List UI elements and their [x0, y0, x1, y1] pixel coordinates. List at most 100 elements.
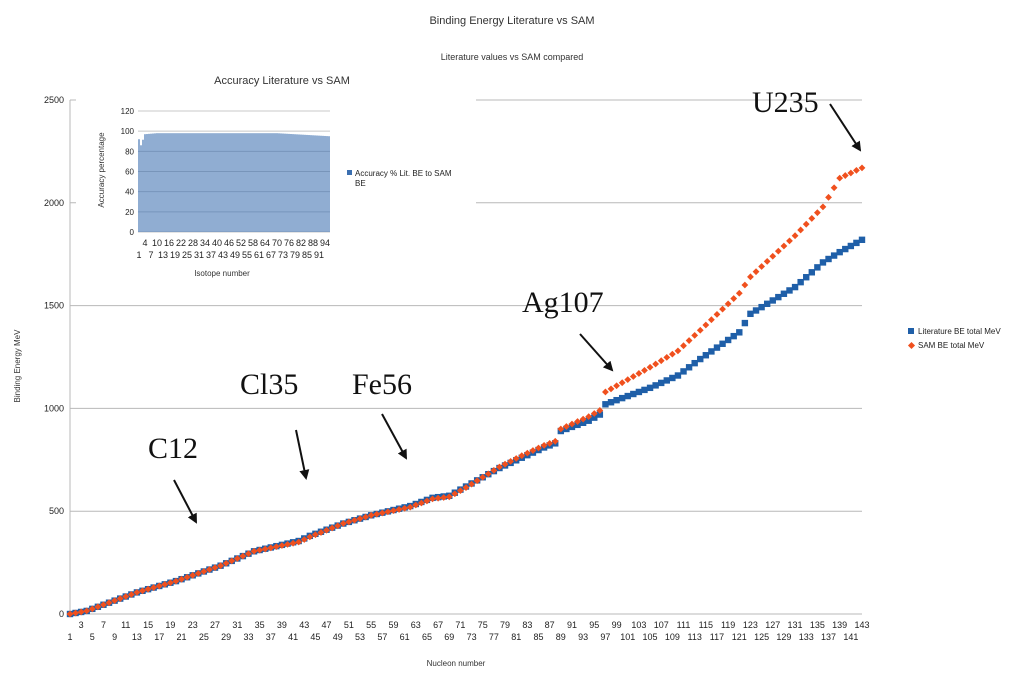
x-tick-label: 127	[765, 620, 780, 630]
x-tick-label: 87	[545, 620, 555, 630]
sam-point	[507, 457, 515, 465]
x-tick-label: 43	[299, 620, 309, 630]
sam-point	[200, 568, 208, 575]
x-tick-label: 35	[255, 620, 265, 630]
inset-x-tick-label: 22	[176, 238, 186, 248]
sam-point	[763, 258, 771, 265]
x-tick-label: 1	[67, 632, 72, 642]
literature-point	[752, 307, 760, 314]
literature-point	[858, 236, 866, 244]
inset-bar	[210, 133, 212, 232]
sam-point	[791, 232, 799, 240]
inset-bar	[328, 136, 330, 232]
sam-point	[613, 382, 620, 390]
inset-bar	[220, 133, 222, 232]
x-tick-label: 45	[310, 632, 320, 642]
inset-bar	[216, 133, 218, 232]
inset-bar	[290, 133, 292, 232]
literature-point	[607, 399, 615, 406]
arrow-ag107	[579, 333, 614, 372]
sam-point	[345, 518, 353, 526]
sam-point	[284, 540, 291, 548]
sam-point	[802, 220, 810, 228]
annotation-cl35: Cl35	[240, 368, 298, 401]
sam-point	[479, 473, 487, 481]
y-tick-label: 1500	[44, 301, 64, 311]
inset-chart: Accuracy Literature vs SAM 0 20 40 60 80 100 1…	[76, 62, 476, 285]
inset-bar	[304, 134, 306, 232]
sam-point	[568, 420, 576, 428]
inset-bar	[306, 134, 308, 232]
inset-bar	[266, 133, 268, 232]
sam-point	[596, 407, 604, 414]
x-tick-label: 31	[232, 620, 242, 630]
sam-point	[836, 174, 844, 182]
x-tick-label: 15	[143, 620, 153, 630]
inset-bar	[212, 133, 214, 232]
inset-bar	[198, 133, 200, 232]
x-tick-label: 135	[810, 620, 825, 630]
inset-bar	[156, 133, 158, 232]
literature-point	[808, 269, 816, 276]
inset-bar	[206, 133, 208, 232]
inset-y-tick-label: 0	[130, 228, 135, 237]
literature-point	[635, 388, 643, 396]
y-axis-title: Binding Energy MeV	[13, 329, 22, 403]
sam-point	[813, 209, 821, 217]
literature-point	[591, 414, 598, 421]
inset-bar	[230, 133, 232, 232]
sam-point	[189, 571, 197, 579]
literature-point	[763, 300, 771, 308]
inset-x-tick-label: 10	[152, 238, 162, 248]
x-tick-label: 17	[154, 632, 164, 642]
sam-point	[747, 273, 754, 281]
sam-point	[691, 332, 699, 339]
sam-point	[278, 542, 286, 549]
sam-point	[635, 370, 643, 377]
inset-bar	[270, 133, 272, 232]
sam-point	[233, 555, 241, 562]
sam-point	[111, 597, 119, 605]
x-tick-label: 123	[743, 620, 758, 630]
sam-point	[529, 447, 537, 454]
inset-legend-marker	[347, 170, 352, 175]
sam-point	[780, 242, 788, 250]
sam-point	[100, 601, 107, 609]
sam-point	[451, 490, 459, 498]
inset-y-axis-title: Accuracy percentage	[97, 132, 106, 208]
sam-point	[624, 376, 632, 384]
literature-point	[674, 372, 682, 379]
x-tick-label: 3	[79, 620, 84, 630]
inset-bar	[302, 134, 304, 232]
inset-bar	[192, 133, 194, 232]
inset-x-tick-label: 52	[236, 238, 246, 248]
inset-bar	[272, 133, 274, 232]
inset-bar	[286, 133, 288, 232]
x-tick-label: 101	[620, 632, 635, 642]
x-tick-label: 47	[322, 620, 332, 630]
literature-point	[853, 239, 860, 247]
inset-bar	[232, 133, 234, 232]
sam-point	[618, 379, 626, 387]
sam-point	[440, 494, 448, 501]
inset-bar	[186, 133, 188, 232]
literature-point	[624, 392, 631, 400]
sam-point	[847, 169, 855, 177]
inset-x-tick-label: 61	[254, 250, 264, 260]
sam-point	[752, 268, 760, 276]
inset-bar	[238, 133, 240, 232]
x-tick-label: 59	[388, 620, 398, 630]
inset-bar	[194, 133, 196, 232]
arrow-c12	[173, 479, 197, 524]
inset-bar	[324, 135, 326, 232]
literature-point	[630, 390, 637, 398]
inset-legend-label-line2: BE	[355, 179, 366, 188]
literature-point	[803, 274, 810, 281]
inset-bar	[254, 133, 256, 232]
literature-point	[769, 297, 776, 304]
inset-x-tick-label: 1	[136, 250, 141, 260]
literature-point	[786, 287, 793, 294]
sam-point	[657, 357, 665, 365]
sam-point	[741, 281, 749, 289]
inset-bar	[140, 145, 142, 232]
